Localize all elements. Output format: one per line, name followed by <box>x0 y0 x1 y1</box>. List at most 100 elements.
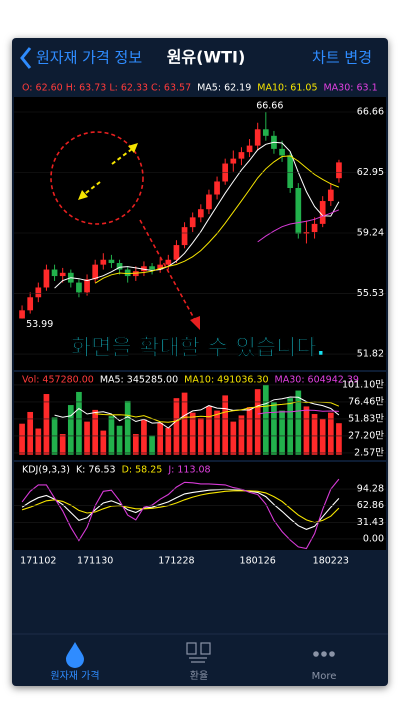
volume-bar <box>27 411 34 455</box>
legend-text: Vol: 457280.00 <box>22 375 94 386</box>
legend-text: D: 58.25 <box>122 465 163 476</box>
back-button[interactable]: 원자재 가격 정보 <box>36 49 142 67</box>
candle-body <box>254 129 261 146</box>
tab-label[interactable]: 원자재 가격 <box>50 669 99 682</box>
volume-bar <box>67 405 74 455</box>
price-annotation: 53.99 <box>26 319 53 330</box>
candle-body <box>279 148 285 156</box>
volume-bar <box>230 421 237 455</box>
volume-bar <box>84 421 90 455</box>
x-tick-label: 171130 <box>77 556 113 567</box>
candle-body <box>84 279 90 293</box>
candle-body <box>76 282 82 293</box>
volume-bar <box>141 419 147 455</box>
candle-body <box>181 227 188 246</box>
candle-body <box>59 272 66 277</box>
candle-body <box>165 259 172 265</box>
candle-body <box>197 209 204 218</box>
volume-bar <box>181 392 188 455</box>
legend-text: MA30: 604942.39 <box>275 375 359 386</box>
zoom-arrow-head <box>78 190 88 200</box>
page-title: 원유(WTI) <box>167 48 246 67</box>
candle-body <box>189 217 196 228</box>
candle-body <box>51 269 58 277</box>
volume-bar <box>279 410 285 455</box>
candle-body <box>295 188 302 234</box>
y-tick-label: 51.83만 <box>348 413 384 424</box>
candle-body <box>230 158 237 164</box>
kdj-line <box>21 490 340 524</box>
commodity-tab-icon[interactable] <box>66 642 84 668</box>
back-icon[interactable] <box>20 47 32 69</box>
zoom-arrow <box>81 181 101 197</box>
volume-bar <box>246 407 253 455</box>
volume-bar <box>108 416 115 455</box>
y-tick-label: 66.66 <box>357 107 384 118</box>
candle-body <box>262 129 269 136</box>
candle-body <box>35 287 42 298</box>
candle-body <box>214 181 220 195</box>
hint-arrow-head <box>190 316 200 330</box>
exchange-tab-icon[interactable] <box>186 642 211 663</box>
candle-body <box>19 310 25 319</box>
volume-bar <box>165 427 172 455</box>
legend-text: MA5: 345285.00 <box>100 375 178 386</box>
y-tick-label: 0.00 <box>363 533 384 544</box>
moving-average <box>95 400 340 423</box>
x-tick-label: 180126 <box>240 556 276 567</box>
tab-label[interactable]: More <box>312 671 337 682</box>
y-tick-label: 62.86 <box>357 500 384 511</box>
y-tick-label: 76.46만 <box>348 396 384 407</box>
kdj-line <box>21 478 340 550</box>
y-tick-label: 2.57만 <box>354 447 384 458</box>
candle-body <box>157 264 164 270</box>
candle-body <box>132 271 139 277</box>
legend-text: MA30: 63.1 <box>323 83 377 94</box>
legend-text: O: 62.60 H: 63.73 L: 62.33 C: 63.57 <box>22 83 191 94</box>
more-tab-icon[interactable] <box>313 651 335 657</box>
volume-bar <box>311 414 318 455</box>
y-tick-label: 51.82 <box>357 349 384 360</box>
volume-bar <box>149 435 155 455</box>
volume-bar <box>254 389 261 455</box>
volume-bar <box>189 412 196 455</box>
candle-body <box>173 245 180 260</box>
volume-bar <box>295 390 302 455</box>
candle-body <box>336 162 342 179</box>
candle-body <box>149 266 155 270</box>
candle-body <box>311 223 318 233</box>
y-tick-label: 59.24 <box>357 228 384 239</box>
hint-arrow <box>139 219 197 323</box>
x-tick-label: 171228 <box>158 556 194 567</box>
candle-body <box>327 189 334 202</box>
volume-bar <box>197 418 204 455</box>
candle-body <box>116 263 123 270</box>
zoom-hint-text: 화면을 확대할 수 있습니다. <box>71 336 325 361</box>
candle-body <box>100 259 107 265</box>
volume-bar <box>271 402 277 455</box>
candle-body <box>108 259 115 264</box>
legend-text: MA5: 62.19 <box>197 83 251 94</box>
candle-body <box>287 155 294 188</box>
candle-body <box>206 194 212 210</box>
volume-bar <box>319 418 326 455</box>
volume-bar <box>43 394 50 455</box>
zoom-arrow-head <box>128 143 138 153</box>
volume-bar <box>327 412 334 455</box>
volume-bar <box>173 398 180 455</box>
y-tick-label: 27.20만 <box>348 430 384 441</box>
volume-bar <box>35 428 42 455</box>
y-tick-label: 55.53 <box>357 288 384 299</box>
volume-bar <box>287 398 294 455</box>
legend-text: J: 113.08 <box>167 465 210 476</box>
x-tick-label: 180223 <box>313 556 349 567</box>
volume-bar <box>262 384 269 455</box>
tab-label[interactable]: 환율 <box>190 670 208 682</box>
volume-bar <box>116 425 123 455</box>
volume-bar <box>303 406 310 455</box>
chart-change-button[interactable]: 차트 변경 <box>312 49 372 67</box>
volume-bar <box>124 400 131 455</box>
legend-text: MA10: 491036.30 <box>184 375 268 386</box>
volume-bar <box>214 410 220 455</box>
volume-bar <box>19 423 25 455</box>
